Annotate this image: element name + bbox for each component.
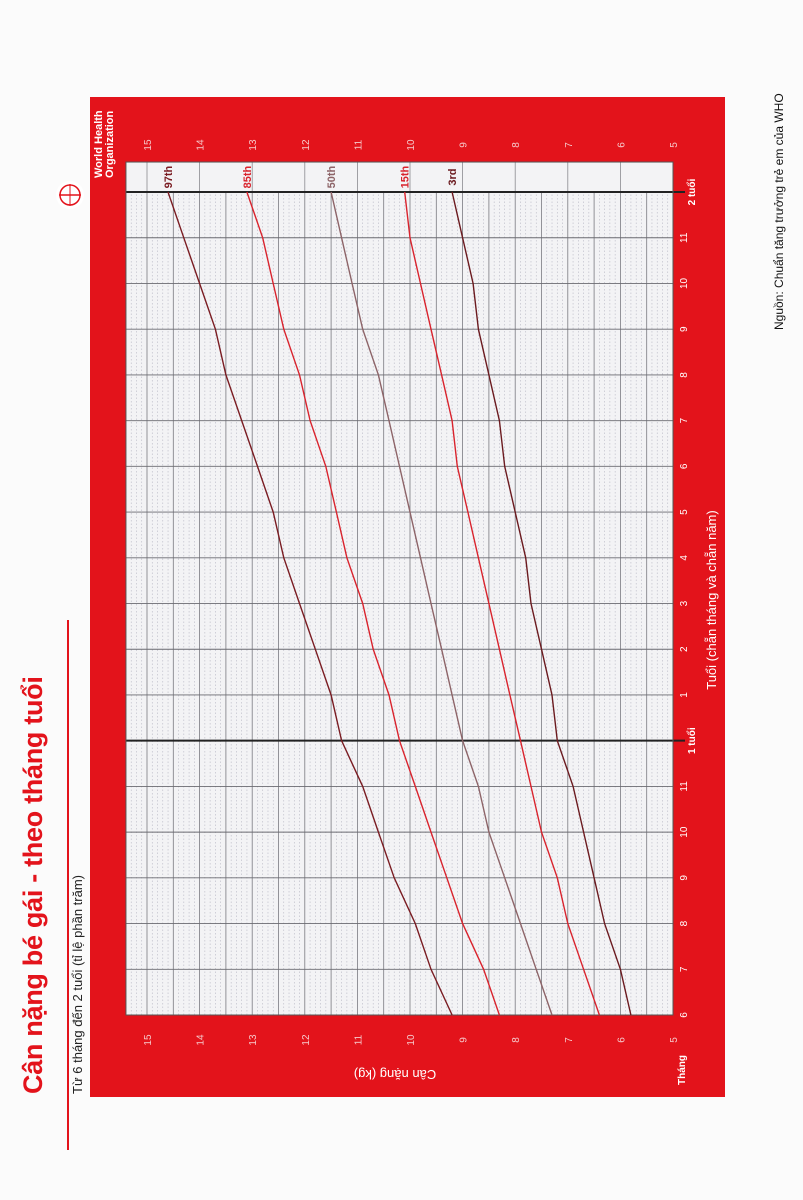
y-tick-label-left: 13 [248, 1034, 259, 1046]
series-label-3rd: 3rd [447, 168, 459, 185]
series-label-15th: 15th [400, 165, 412, 188]
series-label-85th: 85th [242, 165, 254, 188]
y-tick-label-left: 10 [406, 1034, 417, 1046]
y-tick-label-left: 6 [616, 1037, 627, 1043]
x-tick-label: 5 [679, 509, 690, 515]
y-tick-label-right: 5 [669, 142, 680, 148]
series-line-15th [404, 191, 601, 1016]
who-logo-icon [56, 181, 84, 209]
chart-labels: 97th 85th 50th 15th 3rd556677889910101111121… [143, 139, 719, 1085]
y-tick-label-right: 8 [511, 142, 522, 148]
chart-grid [125, 161, 685, 1016]
x-tick-label: 1 tuổi [686, 727, 698, 754]
series-line-3rd [451, 191, 632, 1016]
y-tick-label-right: 11 [353, 139, 364, 150]
y-tick-label-right: 12 [301, 139, 312, 151]
y-tick-label-left: 12 [301, 1034, 312, 1046]
y-tick-label-right: 7 [564, 142, 575, 148]
x-tick-label: 2 [679, 646, 690, 652]
y-tick-label-right: 13 [248, 139, 259, 151]
x-tick-label: 3 [679, 600, 690, 606]
y-tick-label-right: 9 [459, 142, 470, 148]
series-line-97th [167, 191, 453, 1016]
x-tick-label: 9 [679, 875, 690, 881]
x-tick-label: 7 [679, 966, 690, 972]
x-tick-label: 9 [679, 326, 690, 332]
x-axis-title: Tuổi (chẵn tháng và chẵn năm) [704, 510, 719, 689]
y-axis-title: Cân nặng (kg) [354, 1067, 436, 1082]
x-tick-label: 8 [679, 372, 690, 378]
x-tick-label: 10 [679, 826, 690, 838]
x-tick-label: 4 [679, 555, 690, 561]
y-tick-label-left: 9 [459, 1037, 470, 1043]
y-tick-label-left: 7 [564, 1037, 575, 1043]
x-tick-label: 2 tuổi [686, 178, 698, 205]
y-tick-label-right: 6 [616, 142, 627, 148]
y-tick-label-right: 10 [406, 139, 417, 151]
series-line-50th [330, 191, 553, 1016]
x-tick-label: 1 [679, 692, 690, 698]
x-tick-label: 8 [679, 920, 690, 926]
y-tick-label-left: 11 [353, 1034, 364, 1045]
series-line-85th [246, 191, 501, 1016]
x-tick-label: 7 [679, 417, 690, 423]
x-tick-label: 11 [679, 781, 690, 792]
y-tick-label-right: 15 [143, 139, 154, 151]
y-tick-label-right: 14 [196, 139, 207, 151]
y-tick-label-left: 8 [511, 1037, 522, 1043]
plot-border [125, 161, 674, 1016]
x-tick-label: 6 [679, 463, 690, 469]
series-label-50th: 50th [326, 165, 338, 188]
x-tick-label: 10 [679, 277, 690, 289]
percentile-lines [167, 191, 632, 1016]
series-label-97th: 97th [163, 165, 175, 188]
y-tick-label-left: 15 [143, 1034, 154, 1046]
y-tick-label-left: 14 [196, 1034, 207, 1046]
x-tick-label: 6 [679, 1012, 690, 1018]
x-unit-label: Tháng [677, 1055, 688, 1085]
x-tick-label: 11 [679, 232, 690, 243]
y-tick-label-left: 5 [669, 1037, 680, 1043]
